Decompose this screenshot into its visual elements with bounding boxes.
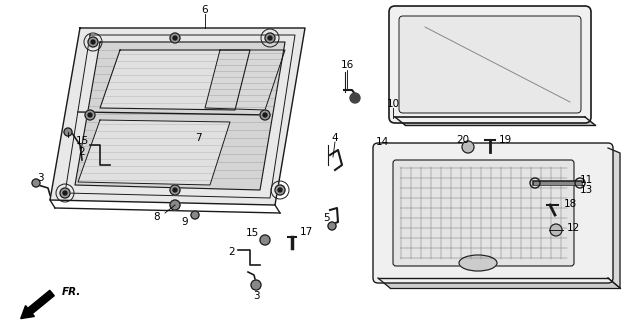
Text: 6: 6 <box>202 5 208 15</box>
FancyArrow shape <box>21 290 54 319</box>
Circle shape <box>173 188 177 192</box>
Circle shape <box>63 191 67 195</box>
Text: 2: 2 <box>229 247 235 257</box>
Circle shape <box>328 222 336 230</box>
Polygon shape <box>75 42 285 190</box>
Text: 15: 15 <box>246 228 259 238</box>
FancyBboxPatch shape <box>389 6 591 123</box>
Text: 10: 10 <box>386 99 399 109</box>
Circle shape <box>265 33 275 43</box>
Circle shape <box>260 235 270 245</box>
Text: 15: 15 <box>75 136 89 146</box>
Text: 7: 7 <box>195 133 201 143</box>
Text: 19: 19 <box>498 135 511 145</box>
Circle shape <box>85 110 95 120</box>
FancyBboxPatch shape <box>399 16 581 113</box>
Circle shape <box>170 185 180 195</box>
FancyBboxPatch shape <box>393 160 574 266</box>
Polygon shape <box>395 117 595 125</box>
Circle shape <box>260 110 270 120</box>
Circle shape <box>251 280 261 290</box>
Circle shape <box>350 93 360 103</box>
Text: 13: 13 <box>579 185 592 195</box>
Circle shape <box>32 179 40 187</box>
Circle shape <box>88 37 98 47</box>
Circle shape <box>275 185 285 195</box>
Polygon shape <box>608 148 620 288</box>
FancyBboxPatch shape <box>373 143 613 283</box>
Circle shape <box>263 113 267 117</box>
Polygon shape <box>100 50 250 110</box>
Text: 16: 16 <box>341 60 354 70</box>
Text: 14: 14 <box>375 137 389 147</box>
Polygon shape <box>50 28 305 205</box>
Circle shape <box>170 200 180 210</box>
Text: 9: 9 <box>182 217 188 227</box>
Circle shape <box>170 33 180 43</box>
Text: 2: 2 <box>78 147 85 157</box>
Polygon shape <box>205 50 285 110</box>
Text: FR.: FR. <box>62 287 82 297</box>
Text: 5: 5 <box>323 213 330 223</box>
Circle shape <box>64 128 72 136</box>
Text: 11: 11 <box>579 175 592 185</box>
Polygon shape <box>78 120 230 185</box>
Circle shape <box>278 188 282 192</box>
Circle shape <box>268 36 272 40</box>
Circle shape <box>91 40 95 44</box>
Text: 8: 8 <box>154 212 160 222</box>
Text: 18: 18 <box>563 199 577 209</box>
Text: 3: 3 <box>253 291 260 301</box>
Text: 12: 12 <box>567 223 580 233</box>
Text: 3: 3 <box>37 173 43 183</box>
Circle shape <box>191 211 199 219</box>
Text: 20: 20 <box>456 135 470 145</box>
Circle shape <box>462 141 474 153</box>
Circle shape <box>173 36 177 40</box>
Text: 4: 4 <box>332 133 338 143</box>
Polygon shape <box>378 278 620 288</box>
Text: 17: 17 <box>299 227 313 237</box>
Circle shape <box>550 224 562 236</box>
Ellipse shape <box>459 255 497 271</box>
Circle shape <box>60 188 70 198</box>
Circle shape <box>88 113 92 117</box>
